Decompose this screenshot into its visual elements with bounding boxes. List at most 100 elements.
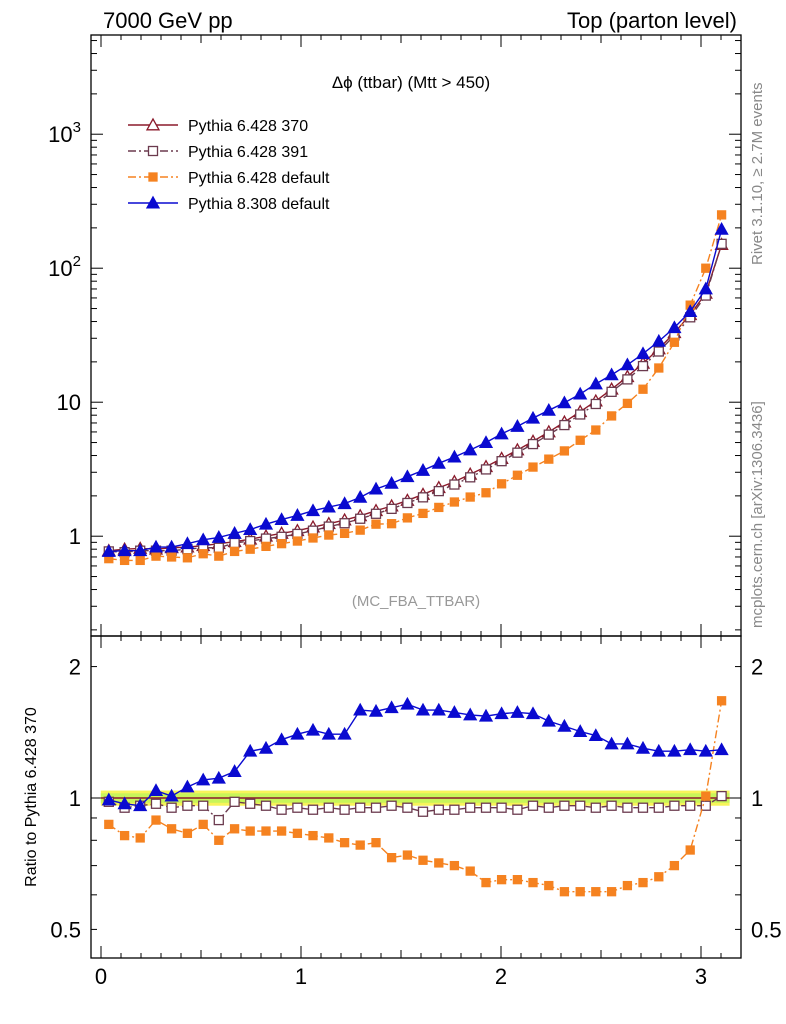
- data-point: [339, 528, 350, 539]
- data-point: [685, 845, 695, 855]
- data-point: [353, 490, 368, 503]
- data-point: [465, 866, 475, 876]
- data-point: [463, 442, 478, 456]
- data-point: [276, 804, 287, 815]
- data-point: [355, 525, 365, 535]
- data-point: [622, 880, 633, 891]
- data-point: [465, 492, 475, 502]
- data-point: [620, 357, 635, 371]
- data-point: [496, 479, 507, 489]
- data-point: [544, 880, 554, 891]
- legend-label: Pythia 6.428 default: [188, 170, 330, 187]
- data-point: [433, 804, 444, 815]
- data-point: [323, 802, 334, 813]
- data-point: [290, 726, 305, 740]
- data-point: [227, 526, 242, 539]
- data-point: [463, 707, 478, 721]
- data-point: [292, 828, 303, 838]
- data-point: [368, 481, 384, 495]
- data-point: [700, 800, 711, 811]
- legend-label: Pythia 6.428 391: [188, 144, 308, 161]
- data-point: [323, 521, 334, 532]
- data-point: [101, 792, 116, 806]
- data-point: [258, 740, 274, 754]
- data-point: [117, 796, 132, 810]
- data-point: [494, 426, 509, 440]
- data-point: [541, 713, 556, 727]
- y-tick-label: 0.5: [50, 917, 81, 942]
- header-left: 7000 GeV pp: [103, 8, 233, 33]
- data-point: [701, 263, 711, 273]
- data-point: [418, 855, 428, 865]
- data-point: [133, 543, 148, 557]
- data-point: [417, 806, 429, 817]
- data-point: [180, 779, 195, 793]
- data-point: [559, 800, 570, 811]
- data-point: [151, 815, 161, 825]
- data-point: [370, 508, 382, 519]
- data-point: [527, 800, 539, 811]
- data-point: [104, 819, 114, 830]
- data-point: [229, 796, 240, 807]
- data-point: [714, 742, 729, 756]
- data-point: [698, 281, 713, 295]
- legend-marker: [145, 117, 161, 131]
- data-point: [276, 826, 287, 836]
- data-point: [543, 429, 554, 440]
- data-point: [164, 788, 179, 802]
- data-point: [622, 374, 633, 385]
- data-point: [229, 537, 240, 549]
- data-point: [669, 860, 680, 871]
- data-point: [683, 742, 698, 756]
- data-point: [148, 539, 164, 553]
- y-tick-label: 1: [69, 786, 81, 811]
- data-point: [371, 838, 381, 848]
- data-point: [478, 435, 494, 448]
- data-point: [402, 802, 413, 813]
- data-point: [716, 790, 727, 802]
- data-point: [368, 703, 384, 717]
- data-point: [698, 743, 713, 757]
- data-point: [512, 447, 523, 458]
- data-point: [292, 536, 303, 546]
- data-point: [588, 728, 603, 742]
- x-tick-label: 1: [295, 964, 307, 989]
- legend-marker: [148, 172, 158, 182]
- data-point: [622, 802, 633, 813]
- series-line: [108, 214, 723, 562]
- data-point: [101, 544, 116, 557]
- series-line: [108, 229, 723, 553]
- data-point: [559, 419, 570, 431]
- data-point: [182, 800, 193, 811]
- data-point: [478, 708, 494, 722]
- data-point: [654, 363, 664, 373]
- data-point: [305, 503, 321, 517]
- data-point: [637, 360, 649, 372]
- data-point: [386, 519, 397, 529]
- data-point: [135, 555, 145, 566]
- data-point: [635, 740, 651, 754]
- data-point: [337, 496, 352, 510]
- data-point: [245, 826, 255, 836]
- data-point: [638, 384, 648, 394]
- data-point: [544, 454, 554, 464]
- data-point: [261, 826, 271, 836]
- data-point: [525, 706, 541, 720]
- data-point: [119, 555, 130, 566]
- data-point: [384, 700, 399, 714]
- legend-marker: [147, 145, 159, 157]
- data-point: [449, 860, 460, 871]
- data-point: [117, 543, 132, 557]
- x-tick-label: 3: [695, 964, 707, 989]
- data-point: [651, 743, 666, 757]
- data-point: [434, 858, 444, 868]
- data-point: [386, 800, 397, 811]
- data-point: [415, 702, 431, 716]
- analysis-tag: (MC_FBA_TTBAR): [352, 593, 480, 610]
- data-point: [402, 497, 413, 509]
- data-point: [308, 533, 318, 543]
- data-point: [449, 479, 460, 490]
- data-point: [667, 320, 682, 334]
- data-point: [604, 736, 619, 750]
- data-point: [196, 532, 211, 546]
